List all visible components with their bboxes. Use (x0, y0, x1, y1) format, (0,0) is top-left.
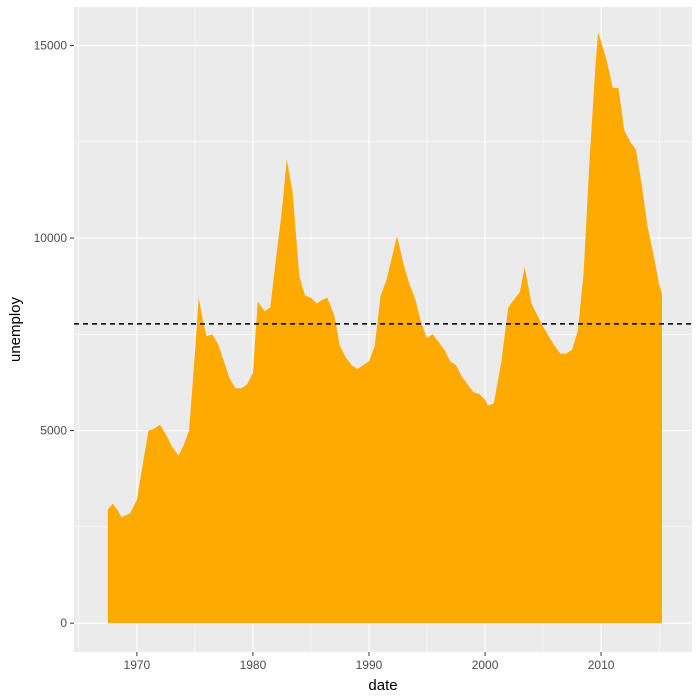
y-axis: 0 5000 10000 15000 (34, 39, 74, 630)
x-tick-label: 1970 (124, 658, 151, 672)
x-axis-title: date (368, 677, 397, 694)
x-axis: 1970 1980 1990 2000 2010 (124, 652, 615, 672)
x-tick-label: 1980 (240, 658, 267, 672)
x-tick-label: 2000 (472, 658, 499, 672)
y-tick-label: 5000 (40, 424, 67, 438)
unemploy-area (107, 32, 662, 624)
x-tick-label: 2010 (588, 658, 615, 672)
y-tick-label: 15000 (34, 39, 68, 53)
y-tick-label: 10000 (34, 231, 68, 245)
y-tick-label: 0 (60, 616, 67, 630)
y-axis-title: unemploy (7, 296, 24, 362)
x-tick-label: 1990 (356, 658, 383, 672)
